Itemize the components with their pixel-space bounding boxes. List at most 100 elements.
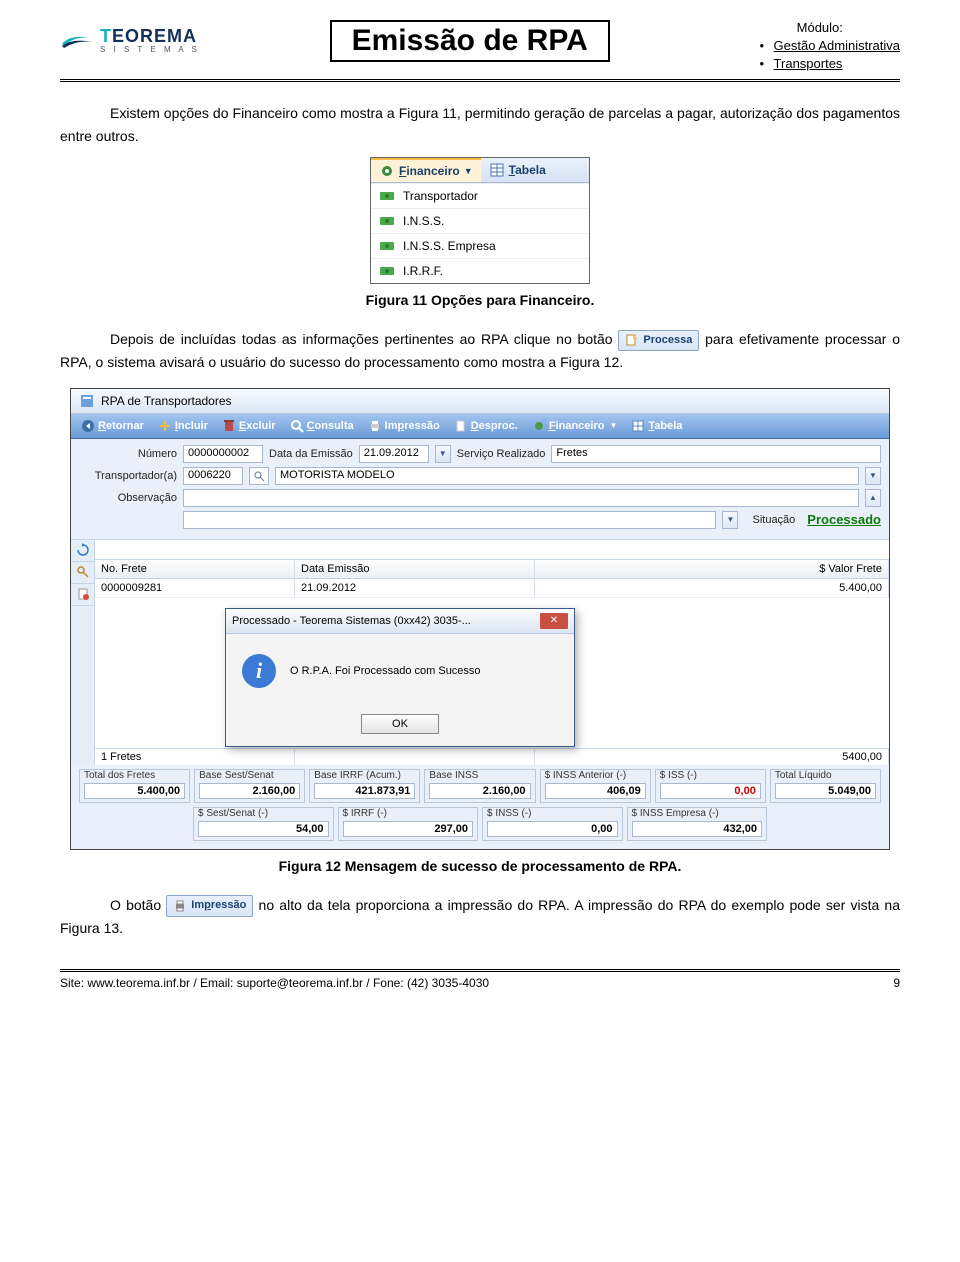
side-tab-1[interactable] bbox=[71, 540, 94, 562]
plus-icon bbox=[158, 419, 172, 433]
total-value: 432,00 bbox=[632, 821, 763, 837]
success-dialog: Processado - Teorema Sistemas (0xx42) 30… bbox=[225, 608, 575, 747]
total-label: Total Líquido bbox=[775, 770, 876, 781]
numero-input[interactable]: 0000000002 bbox=[183, 445, 263, 463]
scroll-up-button[interactable]: ▲ bbox=[865, 489, 881, 507]
header-rule bbox=[60, 79, 900, 82]
fig12-app-window: RPA de Transportadores Retornar Incluir … bbox=[70, 388, 890, 850]
paragraph-3: O botão Impressão no alto da tela propor… bbox=[60, 894, 900, 939]
form-area: Número 0000000002 Data da Emissão 21.09.… bbox=[71, 439, 889, 540]
total-group: $ INSS (-)0,00 bbox=[482, 807, 623, 841]
menu-item-inss[interactable]: I.N.S.S. bbox=[371, 208, 589, 233]
logo: TEOREMA S I S T E M A S bbox=[60, 26, 200, 54]
logo-text: TEOREMA bbox=[100, 26, 200, 47]
impressao-inline-label: Impressão bbox=[191, 897, 246, 915]
excluir-button[interactable]: Excluir bbox=[216, 417, 282, 435]
col-header-valor[interactable]: $ Valor Frete bbox=[535, 560, 889, 578]
processa-label: Processa bbox=[643, 332, 692, 350]
table-row[interactable]: 0000009281 21.09.2012 5.400,00 bbox=[95, 579, 889, 598]
impressao-label: Impressão bbox=[385, 420, 440, 432]
total-value: 5.049,00 bbox=[775, 783, 876, 799]
module-label: Módulo: bbox=[740, 20, 900, 35]
side-tab-3[interactable] bbox=[71, 584, 94, 606]
menu-item-irrf[interactable]: I.R.R.F. bbox=[371, 258, 589, 283]
menu-item-label: Transportador bbox=[403, 189, 478, 203]
financeiro-button[interactable]: Financeiro ▼ bbox=[526, 417, 624, 435]
dialog-message: O R.P.A. Foi Processado com Sucesso bbox=[290, 665, 481, 677]
total-value: 0,00 bbox=[660, 783, 761, 799]
key-icon bbox=[76, 565, 90, 579]
dialog-close-button[interactable]: ✕ bbox=[540, 613, 568, 629]
total-group: $ Sest/Senat (-)54,00 bbox=[193, 807, 334, 841]
desproc-button[interactable]: Desproc. bbox=[448, 417, 524, 435]
money-icon bbox=[379, 188, 395, 204]
gear-icon bbox=[379, 163, 395, 179]
gear-icon bbox=[532, 419, 546, 433]
incluir-button[interactable]: Incluir bbox=[152, 417, 214, 435]
total-label: $ ISS (-) bbox=[660, 770, 761, 781]
transportador-name-input[interactable]: MOTORISTA MODELO bbox=[275, 467, 859, 485]
footer-rule bbox=[60, 969, 900, 972]
total-label: Base IRRF (Acum.) bbox=[314, 770, 415, 781]
scroll-down-button[interactable]: ▼ bbox=[722, 511, 738, 529]
tabela-button[interactable]: Tabela bbox=[625, 417, 688, 435]
total-group: Base Sest/Senat2.160,00 bbox=[194, 769, 305, 803]
impressao-button[interactable]: Impressão bbox=[362, 417, 446, 435]
refresh-icon bbox=[76, 543, 90, 557]
total-label: $ INSS Anterior (-) bbox=[545, 770, 646, 781]
grid-main: No. Frete Data Emissão $ Valor Frete 000… bbox=[95, 540, 889, 765]
module-item: Gestão Administrativa bbox=[760, 37, 900, 55]
total-label: Base Sest/Senat bbox=[199, 770, 300, 781]
col-header-frete[interactable]: No. Frete bbox=[95, 560, 295, 578]
footer-contact: Site: www.teorema.inf.br / Email: suport… bbox=[60, 976, 489, 990]
servico-input[interactable]: Fretes bbox=[551, 445, 881, 463]
transportador-code-input[interactable]: 0006220 bbox=[183, 467, 243, 485]
menu-item-inss-empresa[interactable]: I.N.S.S. Empresa bbox=[371, 233, 589, 258]
financeiro-label: Financeiro bbox=[549, 420, 605, 432]
para3-part-a: O botão bbox=[110, 897, 166, 913]
logo-subtext: S I S T E M A S bbox=[100, 45, 200, 54]
cell-data: 21.09.2012 bbox=[295, 579, 535, 597]
total-group: Base INSS2.160,00 bbox=[424, 769, 535, 803]
paragraph-2: Depois de incluídas todas as informações… bbox=[60, 328, 900, 373]
financeiro-tab-label: Financeiro bbox=[399, 164, 460, 178]
print-icon bbox=[173, 899, 187, 913]
financeiro-tab[interactable]: Financeiro ▼ bbox=[371, 158, 481, 182]
grid-filter-row[interactable] bbox=[95, 540, 889, 560]
module-box: Módulo: Gestão Administrativa Transporte… bbox=[740, 20, 900, 73]
data-emissao-input[interactable]: 21.09.2012 bbox=[359, 445, 429, 463]
consulta-button[interactable]: Consulta bbox=[284, 417, 360, 435]
total-label: Base INSS bbox=[429, 770, 530, 781]
totals-row-1: Total dos Fretes 5.400,00 Base Sest/Senat2… bbox=[77, 767, 883, 805]
menu-item-transportador[interactable]: Transportador bbox=[371, 183, 589, 208]
total-label: Total dos Fretes bbox=[84, 770, 185, 781]
totals-row-2: $ Sest/Senat (-)54,00$ IRRF (-)297,00$ I… bbox=[77, 805, 883, 843]
delete-icon bbox=[222, 419, 236, 433]
side-tab-2[interactable] bbox=[71, 562, 94, 584]
total-value: 0,00 bbox=[487, 821, 618, 837]
footer-fretes-count: 1 Fretes bbox=[95, 749, 295, 765]
fig11-caption: Figura 11 Opções para Financeiro. bbox=[60, 292, 900, 308]
footer-total-valor: 5400,00 bbox=[535, 749, 889, 765]
transportador-search-button[interactable] bbox=[249, 467, 269, 485]
total-value: 297,00 bbox=[343, 821, 474, 837]
processa-icon bbox=[625, 333, 639, 347]
transportador-dropdown-button[interactable]: ▼ bbox=[865, 467, 881, 485]
tabela-tab[interactable]: Tabela bbox=[481, 159, 554, 181]
total-group: Base IRRF (Acum.)421.873,91 bbox=[309, 769, 420, 803]
date-dropdown-button[interactable]: ▼ bbox=[435, 445, 451, 463]
impressao-inline-button[interactable]: Impressão bbox=[166, 895, 253, 917]
total-value: 5.400,00 bbox=[84, 783, 185, 799]
processa-button[interactable]: Processa bbox=[618, 330, 699, 352]
info-icon: i bbox=[242, 654, 276, 688]
menu-item-label: I.R.R.F. bbox=[403, 264, 443, 278]
observacao-input[interactable] bbox=[183, 489, 859, 507]
retornar-button[interactable]: Retornar bbox=[75, 417, 150, 435]
cell-frete: 0000009281 bbox=[95, 579, 295, 597]
total-value: 406,09 bbox=[545, 783, 646, 799]
observacao-input-2[interactable] bbox=[183, 511, 716, 529]
col-header-data[interactable]: Data Emissão bbox=[295, 560, 535, 578]
ok-button[interactable]: OK bbox=[361, 714, 439, 734]
tabela-tab-label: Tabela bbox=[509, 163, 546, 177]
grid-footer: 1 Fretes 5400,00 bbox=[95, 748, 889, 765]
